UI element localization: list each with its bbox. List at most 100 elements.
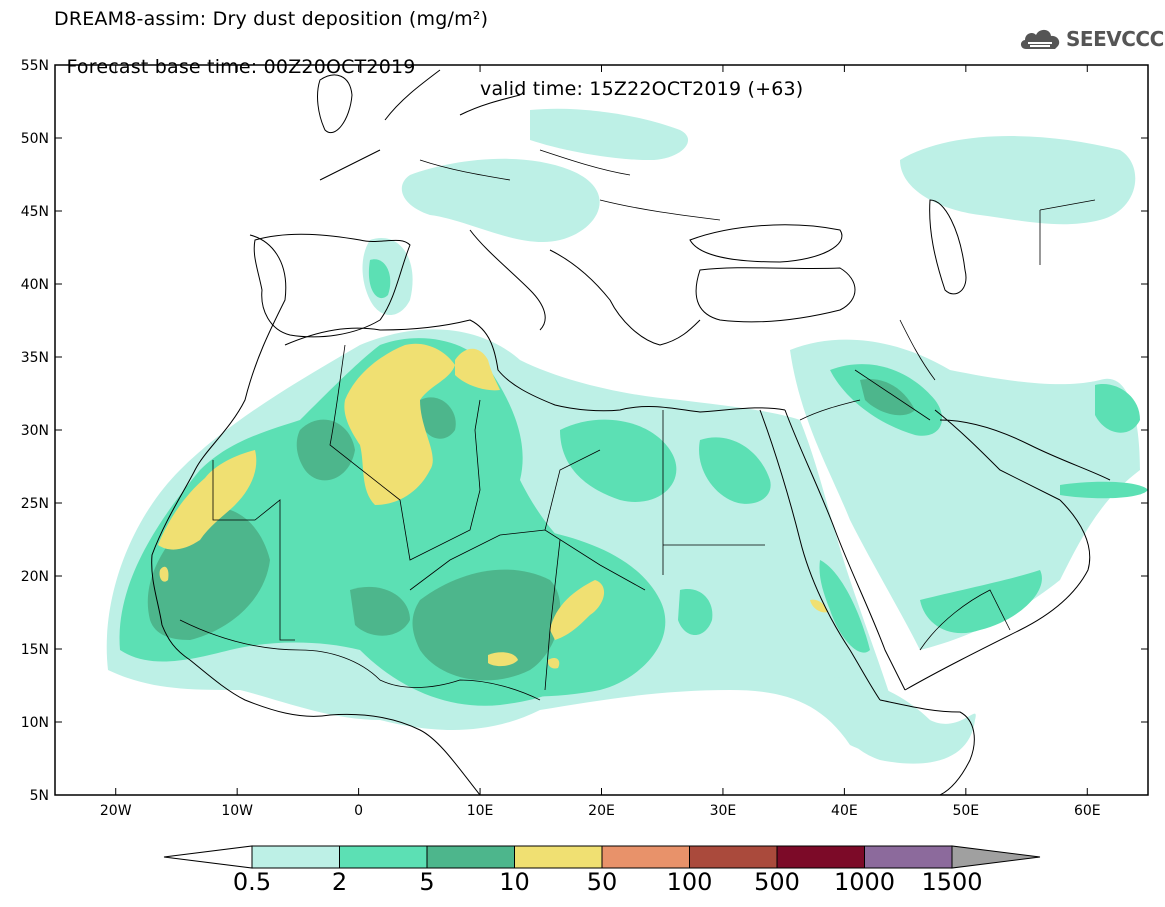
colorbar-label: 2 [331, 868, 348, 896]
coastline-iberia [253, 233, 411, 338]
lon-tick-label: 0 [354, 803, 363, 819]
map-title: DREAM8-assim: Dry dust deposition (mg/m²… [54, 8, 489, 30]
forecast-base-time: Forecast base time: 00Z20OCT2019 [66, 56, 416, 78]
border-saudi-jordan [799, 399, 861, 421]
coastline-horn-africa [879, 699, 975, 795]
axis-ticks: 20W 10W 0 10E 20E 30E 40E 50E 60E 5N 10N 15N 20N 25N 3… [21, 58, 1148, 819]
dust-area-redsea-medium [819, 560, 870, 653]
dust-area-europe-light [401, 158, 600, 243]
lat-tick-label: 35N [21, 350, 49, 366]
colorbar-segment [776, 845, 865, 869]
dust-area-eritrea-yellow [810, 599, 828, 613]
valid-time: valid time: 15Z22OCT2019 (+63) [480, 78, 804, 100]
dust-area-niger-yellow [488, 652, 518, 667]
colorbar-segment [689, 845, 778, 869]
border-chad-sudan [544, 539, 561, 691]
colorbar-label: 50 [586, 868, 618, 896]
coastlines [151, 69, 1111, 795]
lon-tick-label: 10E [467, 803, 494, 819]
colorbar-end-high [951, 845, 1041, 869]
lat-tick-label: 15N [21, 642, 49, 658]
dust-area-sudan-yellow [547, 657, 560, 669]
border-central-asia [1039, 199, 1096, 265]
borders [179, 149, 1096, 701]
dust-layer-dark [147, 379, 915, 681]
dust-area-iraq-dark [860, 379, 915, 416]
lon-tick-label: 60E [1074, 803, 1101, 819]
lat-tick-label: 10N [21, 715, 49, 731]
colorbar-segment [864, 845, 953, 869]
dust-area-horn-light [820, 677, 976, 764]
colorbar-segment [251, 845, 340, 869]
lon-tick-label: 40E [831, 803, 858, 819]
coastline-north-africa [284, 319, 786, 413]
dust-area-iberia-medium [368, 259, 391, 299]
coastline-arabia-south [904, 499, 1091, 691]
dust-area-chad-yellow [550, 580, 605, 640]
lat-tick-label: 5N [30, 788, 49, 804]
coastline-caspian [929, 199, 967, 295]
dust-area-western-sahara-yellow [158, 450, 257, 550]
logo-text: SEEVCCC [1066, 27, 1164, 51]
coastline-british-isles [317, 74, 353, 133]
dust-area-iran-medium [1095, 384, 1140, 433]
dust-fields [106, 108, 1148, 764]
coastline-red-sea-east [784, 409, 906, 691]
cloud-icon [1020, 29, 1060, 49]
dust-area-gulf-medium [1060, 481, 1148, 499]
colorbar-label: 500 [754, 868, 800, 896]
lat-tick-label: 25N [21, 496, 49, 512]
colorbar-label: 1000 [833, 868, 896, 896]
colorbar-label: 10 [499, 868, 530, 896]
dust-area-tunisia-dark [420, 397, 456, 439]
colorbar-label: 5 [419, 868, 435, 896]
border-libya-egypt [662, 410, 765, 575]
dust-area-mauritania-yellow [159, 566, 169, 582]
seevccc-logo: SEEVCCC [1018, 25, 1164, 53]
coastline-persian-gulf [934, 409, 1111, 501]
coastline-black-sea [689, 224, 843, 263]
dust-area-libya-medium [560, 419, 677, 502]
colorbar-label: 1500 [921, 868, 983, 896]
lon-tick-label: 20E [588, 803, 615, 819]
coastline-west-africa [151, 234, 481, 795]
dust-area-yemen-medium [920, 570, 1042, 634]
coastline-balkans-greece [549, 249, 701, 346]
colorbar-segment [514, 845, 603, 869]
border-europe [419, 149, 721, 221]
coastline-red-sea-west [759, 409, 881, 701]
dust-area-mali-dark [350, 586, 410, 636]
border-saudi-yemen [919, 589, 1011, 651]
border-algeria [329, 344, 481, 561]
lat-tick-label: 45N [21, 204, 49, 220]
border-iraq-iran [854, 319, 936, 421]
lon-tick-label: 20W [100, 803, 132, 819]
coastline-europe-north [319, 69, 521, 181]
colorbar-end-low [163, 845, 253, 869]
coastline-italy [469, 229, 546, 331]
colorbar-label: 0.5 [232, 868, 272, 896]
border-libya-sudan [544, 449, 601, 531]
forecast-times: Forecast base time: 00Z20OCT2019 valid t… [54, 34, 803, 100]
dust-area-tunisia-yellow [455, 348, 500, 391]
lat-tick-label: 55N [21, 58, 49, 74]
dust-area-central-asia-light [900, 136, 1136, 225]
lon-tick-label: 30E [710, 803, 737, 819]
colorbar-segment [601, 845, 690, 869]
lat-tick-label: 50N [21, 131, 49, 147]
lon-tick-label: 10W [221, 803, 253, 819]
dust-area-algeria-yellow [344, 343, 455, 505]
lon-tick-label: 50E [952, 803, 979, 819]
dust-area-egypt-medium [699, 437, 771, 504]
dust-layer-yellow [158, 343, 828, 669]
colorbar-label: 100 [666, 868, 713, 896]
colorbar-segment [426, 845, 515, 869]
lat-tick-label: 20N [21, 569, 49, 585]
border-west-africa-south [179, 619, 541, 701]
coastline-turkey [695, 267, 856, 323]
lat-tick-label: 30N [21, 423, 49, 439]
dust-area-balkans-light [530, 108, 689, 160]
colorbar [163, 845, 1041, 869]
border-niger-chad [409, 529, 646, 591]
